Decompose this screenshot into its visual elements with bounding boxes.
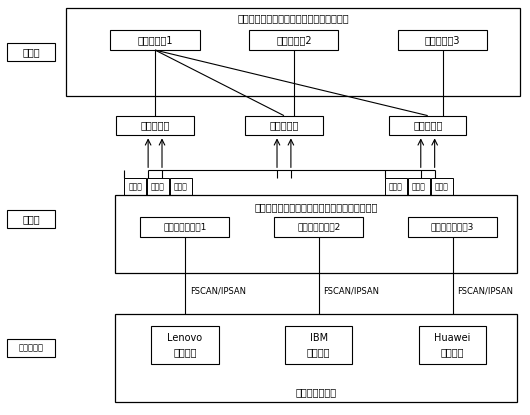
Bar	[389, 116, 466, 135]
Text: 存储设备: 存储设备	[307, 347, 330, 357]
Text: 存储网关服务器2: 存储网关服务器2	[297, 222, 340, 232]
Bar	[7, 43, 55, 61]
Text: 存储网关服务器3: 存储网关服务器3	[431, 222, 474, 232]
Text: 服务层: 服务层	[22, 47, 40, 57]
Bar	[125, 178, 146, 195]
Bar	[110, 30, 200, 50]
Text: 存储网关服务器均内置有相同的存储虚拟化系统: 存储网关服务器均内置有相同的存储虚拟化系统	[254, 202, 378, 212]
Text: FSCAN/IPSAN: FSCAN/IPSAN	[457, 287, 514, 296]
Bar	[116, 195, 517, 273]
Text: 终端服务器2: 终端服务器2	[276, 35, 312, 45]
Bar	[7, 210, 55, 228]
Bar	[151, 326, 218, 364]
Text: 分布式: 分布式	[174, 182, 188, 191]
Bar	[398, 30, 487, 50]
Text: 存储设备: 存储设备	[173, 347, 197, 357]
Bar	[117, 116, 194, 135]
Bar	[147, 178, 169, 195]
Text: 共享式: 共享式	[151, 182, 165, 191]
Bar	[249, 30, 339, 50]
Text: 基础设施层: 基础设施层	[19, 344, 43, 353]
Bar	[274, 217, 363, 237]
Text: 存储网关服务器1: 存储网关服务器1	[163, 222, 207, 232]
Bar	[385, 178, 407, 195]
Bar	[408, 178, 430, 195]
Text: 扩展用: 扩展用	[128, 182, 142, 191]
Bar	[431, 178, 453, 195]
Bar	[140, 217, 229, 237]
Text: 终端服务器均内置有相同的存储虚拟化系统: 终端服务器均内置有相同的存储虚拟化系统	[237, 13, 349, 23]
Bar	[170, 178, 192, 195]
Text: 共享式存储: 共享式存储	[269, 120, 298, 131]
Bar	[245, 116, 323, 135]
Text: 各异构存储设备: 各异构存储设备	[296, 387, 337, 397]
Text: Lenovo: Lenovo	[167, 333, 202, 343]
Text: 存储设备: 存储设备	[441, 347, 464, 357]
Bar	[285, 326, 352, 364]
Bar	[116, 314, 517, 402]
Text: 分布式: 分布式	[435, 182, 448, 191]
Text: FSCAN/IPSAN: FSCAN/IPSAN	[190, 287, 246, 296]
Text: Huawei: Huawei	[434, 333, 471, 343]
Bar	[408, 217, 497, 237]
Bar	[419, 326, 486, 364]
Text: 共享式存储: 共享式存储	[140, 120, 170, 131]
Text: 终端服务器3: 终端服务器3	[425, 35, 461, 45]
Text: 共享式: 共享式	[412, 182, 426, 191]
Text: IBM: IBM	[310, 333, 328, 343]
Text: FSCAN/IPSAN: FSCAN/IPSAN	[324, 287, 379, 296]
Text: 终端服务器1: 终端服务器1	[137, 35, 173, 45]
Text: 扩展用: 扩展用	[389, 182, 403, 191]
Text: 网关层: 网关层	[22, 214, 40, 224]
Bar	[7, 339, 55, 357]
Bar	[66, 8, 520, 96]
Text: 分布式存储: 分布式存储	[413, 120, 443, 131]
